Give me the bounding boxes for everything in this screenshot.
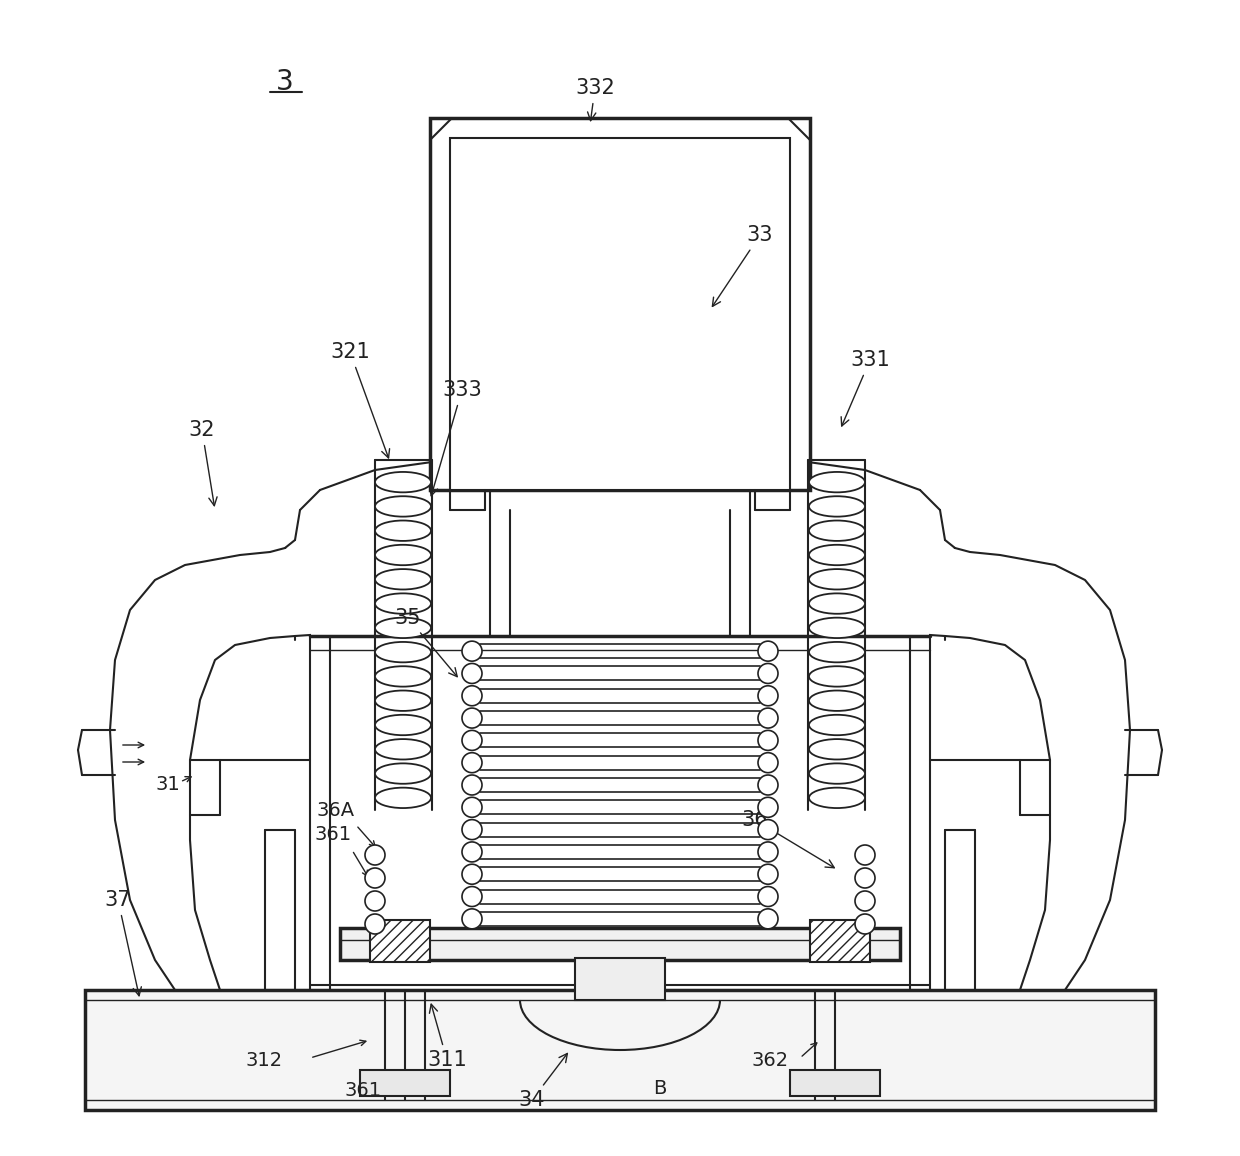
Circle shape — [758, 709, 777, 728]
Ellipse shape — [808, 739, 866, 759]
Ellipse shape — [374, 763, 432, 784]
Text: B: B — [653, 1079, 667, 1097]
Text: 311: 311 — [427, 1005, 467, 1070]
Circle shape — [758, 909, 777, 929]
Ellipse shape — [374, 569, 432, 590]
Ellipse shape — [374, 787, 432, 808]
Ellipse shape — [374, 690, 432, 711]
Text: 362: 362 — [751, 1051, 789, 1069]
Text: 321: 321 — [330, 342, 389, 458]
Circle shape — [365, 845, 384, 865]
Text: 332: 332 — [575, 77, 615, 120]
Text: 331: 331 — [841, 350, 890, 427]
Bar — [810, 920, 870, 962]
Circle shape — [758, 686, 777, 706]
Circle shape — [856, 868, 875, 888]
Text: 34: 34 — [518, 1053, 568, 1110]
Ellipse shape — [808, 593, 866, 614]
Bar — [575, 958, 665, 1000]
Circle shape — [758, 775, 777, 795]
Ellipse shape — [808, 787, 866, 808]
Circle shape — [856, 891, 875, 911]
Text: 333: 333 — [429, 380, 482, 496]
Circle shape — [758, 798, 777, 817]
Ellipse shape — [374, 544, 432, 565]
Circle shape — [463, 731, 482, 750]
Ellipse shape — [374, 520, 432, 541]
Ellipse shape — [808, 690, 866, 711]
Ellipse shape — [808, 642, 866, 662]
Ellipse shape — [374, 593, 432, 614]
Ellipse shape — [808, 520, 866, 541]
Circle shape — [463, 842, 482, 862]
Circle shape — [463, 775, 482, 795]
Text: 361: 361 — [345, 1081, 382, 1099]
Text: 361: 361 — [315, 825, 352, 845]
Text: 36: 36 — [742, 810, 835, 868]
Text: 37: 37 — [104, 890, 141, 995]
Bar — [790, 1070, 880, 1096]
Circle shape — [856, 845, 875, 865]
Circle shape — [758, 753, 777, 772]
Ellipse shape — [808, 569, 866, 590]
Ellipse shape — [808, 617, 866, 638]
Text: 35: 35 — [394, 608, 458, 676]
Text: 33: 33 — [713, 225, 774, 306]
Ellipse shape — [374, 472, 432, 492]
Circle shape — [758, 642, 777, 661]
Bar — [340, 928, 900, 959]
Circle shape — [365, 868, 384, 888]
Circle shape — [365, 914, 384, 934]
Circle shape — [463, 820, 482, 839]
Circle shape — [463, 909, 482, 929]
Ellipse shape — [374, 714, 432, 735]
Circle shape — [758, 731, 777, 750]
Ellipse shape — [808, 666, 866, 687]
Bar — [360, 1070, 450, 1096]
Circle shape — [758, 842, 777, 862]
Circle shape — [463, 865, 482, 884]
Text: 3: 3 — [277, 68, 294, 96]
Ellipse shape — [374, 739, 432, 759]
Circle shape — [463, 664, 482, 683]
Circle shape — [758, 820, 777, 839]
Circle shape — [856, 914, 875, 934]
Circle shape — [463, 686, 482, 706]
Ellipse shape — [808, 496, 866, 517]
Ellipse shape — [374, 617, 432, 638]
Text: 31: 31 — [156, 776, 180, 794]
Bar — [450, 138, 790, 490]
Ellipse shape — [808, 714, 866, 735]
Text: 312: 312 — [246, 1051, 283, 1069]
Ellipse shape — [808, 544, 866, 565]
Ellipse shape — [374, 496, 432, 517]
Bar — [430, 118, 810, 490]
Ellipse shape — [374, 642, 432, 662]
Ellipse shape — [808, 763, 866, 784]
Circle shape — [463, 798, 482, 817]
Circle shape — [463, 642, 482, 661]
Circle shape — [365, 891, 384, 911]
Circle shape — [758, 865, 777, 884]
Circle shape — [758, 887, 777, 906]
Bar — [370, 920, 430, 962]
Bar — [86, 990, 1154, 1110]
Circle shape — [463, 709, 482, 728]
Ellipse shape — [374, 666, 432, 687]
Text: 32: 32 — [188, 420, 217, 505]
Circle shape — [463, 887, 482, 906]
Ellipse shape — [808, 472, 866, 492]
Text: 36A: 36A — [317, 800, 355, 820]
Circle shape — [758, 664, 777, 683]
Circle shape — [463, 753, 482, 772]
